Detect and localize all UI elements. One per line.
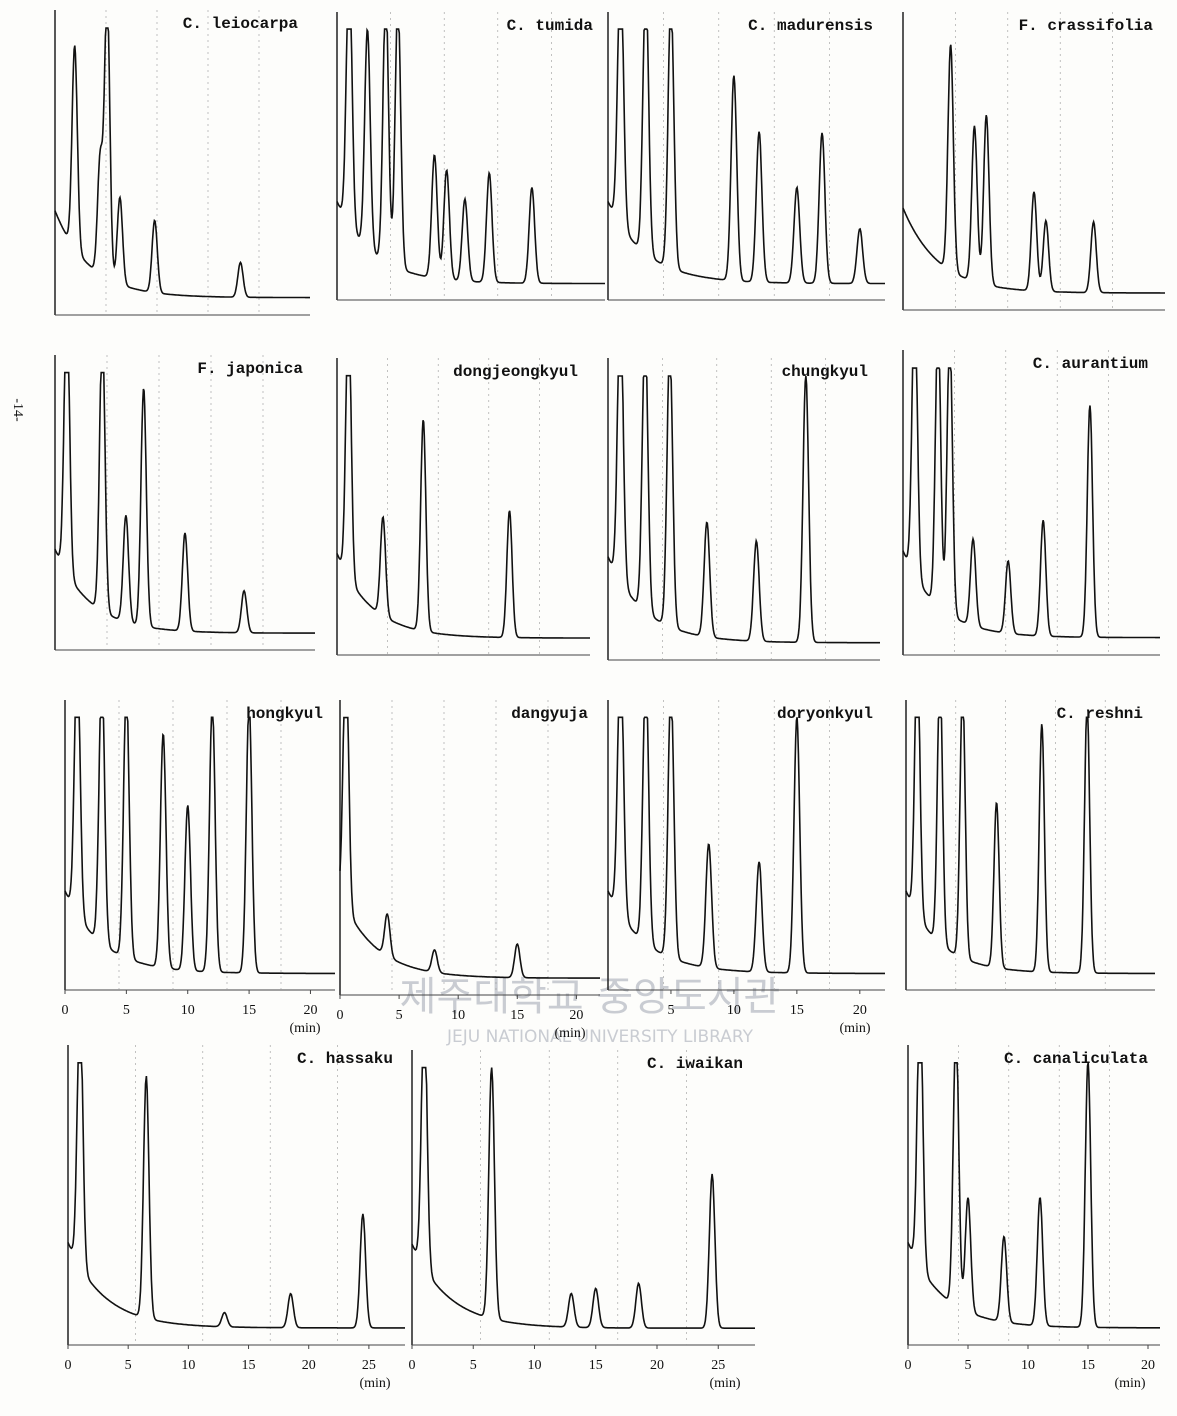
x-tick-label: 20: [303, 1003, 317, 1018]
chromatogram-trace: [902, 44, 1165, 294]
x-tick-label: 15: [790, 1003, 804, 1018]
panel-title: C. canaliculata: [1004, 1050, 1148, 1068]
x-tick-label: 10: [181, 1358, 195, 1373]
chromatogram-trace: [64, 716, 335, 975]
x-tick-label: 5: [470, 1358, 477, 1373]
panel-title: F. crassifolia: [1019, 17, 1154, 35]
x-axis-unit: (min): [709, 1376, 740, 1391]
x-tick-label: 15: [1081, 1358, 1095, 1373]
x-tick-label: 20: [302, 1358, 316, 1373]
x-tick-label: 5: [125, 1358, 132, 1373]
x-tick-label: 15: [510, 1008, 524, 1023]
chromatogram-trace: [54, 371, 315, 634]
x-tick-label: 20: [1141, 1358, 1155, 1373]
x-tick-label: 20: [569, 1008, 583, 1023]
x-tick-label: 20: [650, 1358, 664, 1373]
chromatogram-trace: [339, 716, 600, 979]
x-tick-label: 25: [362, 1358, 376, 1373]
x-tick-label: 10: [451, 1008, 465, 1023]
x-tick-label: 5: [396, 1008, 403, 1023]
panel-title: hongkyul: [246, 705, 323, 723]
chromatogram-trace: [67, 1062, 405, 1329]
chromatogram-trace: [607, 375, 880, 644]
x-tick-label: 0: [65, 1358, 72, 1373]
x-tick-label: 20: [853, 1003, 867, 1018]
panel-title: F. japonica: [197, 360, 303, 378]
watermark-korean: 제주대학교 중앙도서관: [400, 974, 781, 1020]
chromatogram-trace: [907, 1062, 1160, 1329]
panel-title: dongjeongkyul: [453, 363, 578, 381]
panel-title: C. hassaku: [297, 1050, 393, 1068]
x-tick-label: 15: [589, 1358, 603, 1373]
x-tick-label: 10: [528, 1358, 542, 1373]
x-axis-unit: (min): [359, 1376, 390, 1391]
x-tick-label: 25: [711, 1358, 725, 1373]
page-number: -14-: [10, 398, 25, 422]
chromatogram-trace: [411, 1066, 755, 1329]
chromatogram-trace: [336, 374, 590, 639]
x-tick-label: 5: [123, 1003, 130, 1018]
panel-title: C. tumida: [507, 17, 594, 35]
chromatogram-trace: [607, 716, 885, 975]
panel-title: doryonkyul: [777, 705, 873, 723]
x-tick-label: 5: [667, 1003, 674, 1018]
x-tick-label: 0: [337, 1008, 344, 1023]
panel-title: C. aurantium: [1033, 355, 1149, 373]
x-tick-label: 0: [905, 1358, 912, 1373]
chromatogram-trace: [607, 28, 885, 285]
chromatogram-trace: [54, 27, 310, 299]
x-tick-label: 5: [965, 1358, 972, 1373]
panel-title: C. leiocarpa: [183, 15, 299, 33]
panel-title: chungkyul: [782, 363, 868, 381]
panel-title: C. madurensis: [748, 17, 873, 35]
x-tick-label: 10: [181, 1003, 195, 1018]
x-tick-label: 15: [242, 1003, 256, 1018]
panel-title: dangyuja: [511, 705, 588, 723]
x-tick-label: 0: [409, 1358, 416, 1373]
chromatogram-trace: [336, 27, 605, 285]
x-axis-unit: (min): [839, 1021, 870, 1036]
watermark-english: JEJU NATIONAL UNIVERSITY LIBRARY: [446, 1027, 754, 1047]
panel-title: C. iwaikan: [647, 1055, 743, 1073]
x-axis-unit: (min): [554, 1026, 585, 1041]
x-tick-label: 0: [62, 1003, 69, 1018]
chromatogram-trace: [902, 367, 1160, 639]
x-axis-unit: (min): [1114, 1376, 1145, 1391]
x-tick-label: 10: [727, 1003, 741, 1018]
chromatogram-trace: [905, 716, 1155, 975]
x-axis-unit: (min): [289, 1021, 320, 1036]
x-tick-label: 15: [242, 1358, 256, 1373]
x-tick-label: 10: [1021, 1358, 1035, 1373]
panel-title: C. reshni: [1057, 705, 1143, 723]
